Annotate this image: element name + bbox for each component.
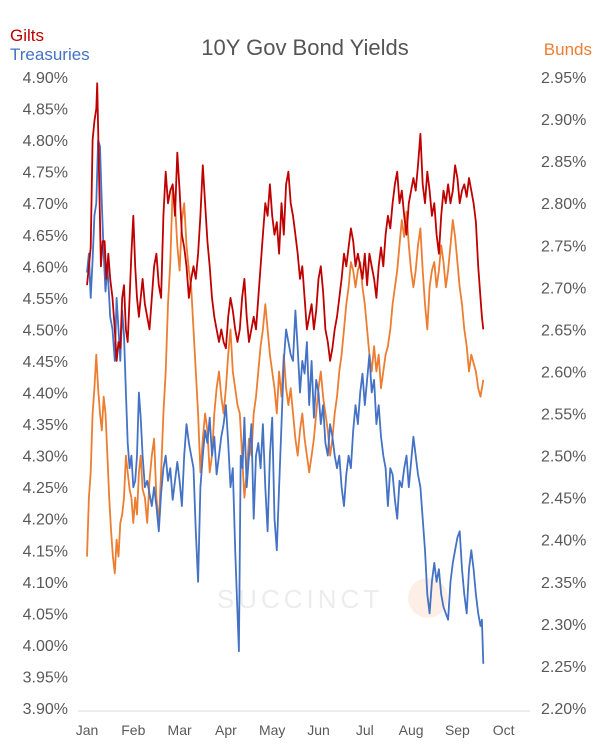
right-tick-label: 2.80% bbox=[541, 196, 586, 213]
x-tick-label: Sep bbox=[445, 722, 470, 738]
right-tick-label: 2.40% bbox=[541, 533, 586, 550]
left-tick-label: 4.80% bbox=[23, 133, 68, 150]
x-tick-label: Jan bbox=[76, 722, 99, 738]
left-tick-label: 4.60% bbox=[23, 259, 68, 276]
left-tick-label: 4.20% bbox=[23, 512, 68, 529]
x-tick-label: Aug bbox=[399, 722, 424, 738]
x-tick-label: Feb bbox=[121, 722, 145, 738]
right-tick-label: 2.95% bbox=[541, 70, 586, 87]
left-tick-label: 4.50% bbox=[23, 322, 68, 339]
x-tick-label: Mar bbox=[168, 722, 192, 738]
right-tick-label: 2.35% bbox=[541, 575, 586, 592]
left-tick-label: 4.55% bbox=[23, 291, 68, 308]
left-tick-label: 3.95% bbox=[23, 669, 68, 686]
left-axis-label-gilts: Gilts bbox=[10, 26, 44, 45]
series-layer bbox=[86, 82, 485, 664]
left-tick-label: 4.15% bbox=[23, 543, 68, 560]
left-tick-label: 4.75% bbox=[23, 165, 68, 182]
series-line-gilts bbox=[86, 82, 485, 362]
right-axis-ticks: 2.95% 2.90% 2.85% 2.80% 2.75% 2.70% 2.65% 2.60%… bbox=[541, 70, 586, 718]
right-tick-label: 2.30% bbox=[541, 617, 586, 634]
left-tick-label: 4.70% bbox=[23, 196, 68, 213]
left-tick-label: 4.05% bbox=[23, 606, 68, 623]
left-tick-label: 4.00% bbox=[23, 638, 68, 655]
x-tick-label: Jun bbox=[307, 722, 330, 738]
watermark-text: SUCCINCT bbox=[217, 584, 383, 614]
x-axis-ticks: Jan Feb Mar Apr May Jun Jul Aug Sep Oct bbox=[76, 722, 515, 738]
right-tick-label: 2.45% bbox=[541, 491, 586, 508]
series-line-treasuries bbox=[86, 139, 485, 664]
left-axis-ticks: 4.90% 4.85% 4.80% 4.75% 4.70% 4.65% 4.60% 4.55%… bbox=[23, 70, 68, 718]
right-tick-label: 2.55% bbox=[541, 407, 586, 424]
right-tick-label: 2.65% bbox=[541, 322, 586, 339]
watermark: SUCCINCT bbox=[217, 578, 448, 618]
left-tick-label: 4.40% bbox=[23, 386, 68, 403]
left-tick-label: 4.25% bbox=[23, 480, 68, 497]
right-tick-label: 2.25% bbox=[541, 659, 586, 676]
right-tick-label: 2.90% bbox=[541, 112, 586, 129]
left-tick-label: 4.10% bbox=[23, 575, 68, 592]
left-tick-label: 3.90% bbox=[23, 701, 68, 718]
left-tick-label: 4.30% bbox=[23, 449, 68, 466]
left-tick-label: 4.35% bbox=[23, 417, 68, 434]
right-tick-label: 2.20% bbox=[541, 701, 586, 718]
right-tick-label: 2.50% bbox=[541, 449, 586, 466]
x-tick-label: Oct bbox=[493, 722, 515, 738]
right-tick-label: 2.75% bbox=[541, 238, 586, 255]
left-tick-label: 4.65% bbox=[23, 228, 68, 245]
right-tick-label: 2.70% bbox=[541, 280, 586, 297]
left-tick-label: 4.85% bbox=[23, 102, 68, 119]
x-tick-label: May bbox=[259, 722, 285, 738]
x-tick-label: Apr bbox=[215, 722, 237, 738]
left-axis-label-treasuries: Treasuries bbox=[10, 45, 90, 64]
right-tick-label: 2.60% bbox=[541, 364, 586, 381]
x-tick-label: Jul bbox=[356, 722, 374, 738]
right-axis-label-bunds: Bunds bbox=[544, 40, 592, 59]
series-line-bunds bbox=[86, 185, 485, 575]
chart-title: 10Y Gov Bond Yields bbox=[201, 35, 409, 60]
right-tick-label: 2.85% bbox=[541, 154, 586, 171]
left-tick-label: 4.45% bbox=[23, 354, 68, 371]
left-tick-label: 4.90% bbox=[23, 70, 68, 87]
